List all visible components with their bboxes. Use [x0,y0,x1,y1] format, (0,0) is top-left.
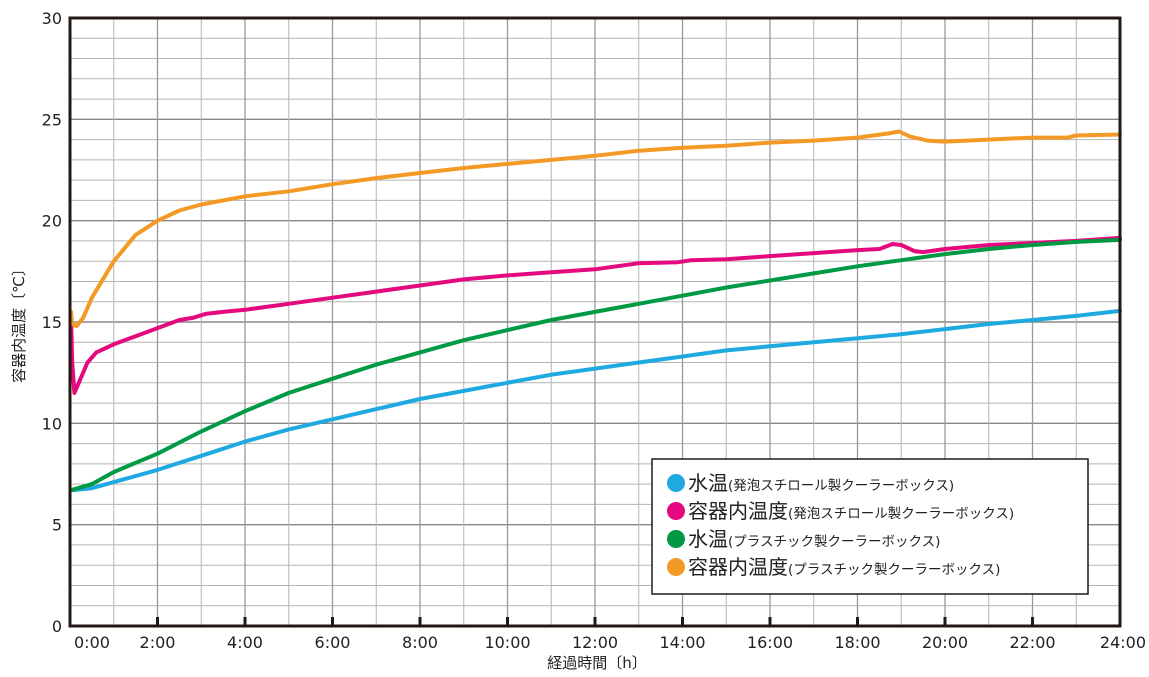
x-tick-label: 8:00 [402,633,438,652]
series-line-2 [69,235,1122,395]
series-lines [69,129,1122,493]
y-tick-label: 10 [42,414,62,433]
x-axis-tick-labels: 0:00 2:00 4:00 6:00 8:00 10:00 12:00 14:00 16:00… [74,633,1146,652]
x-tick-label: 0:00 [74,633,110,652]
legend-swatch [667,558,685,576]
legend-swatch [667,530,685,548]
x-tick-label: 20:00 [922,633,968,652]
y-tick-label: 25 [42,110,62,129]
y-tick-label: 15 [42,313,62,332]
legend-entry: 水温(発泡スチロール製クーラーボックス) [688,471,954,495]
y-tick-label: 5 [52,516,62,535]
legend-entry: 容器内温度(発泡スチロール製クーラーボックス) [688,499,1014,523]
y-tick-label: 20 [42,212,62,231]
legend-label-sub: (プラスチック製クーラーボックス) [788,562,1000,578]
x-tick-label: 6:00 [315,633,351,652]
legend-label-sub: (発泡スチロール製クーラーボックス) [728,478,954,494]
legend-label-main: 水温 [688,527,728,551]
x-tick-label: 10:00 [484,633,530,652]
legend-label-main: 容器内温度 [688,499,788,523]
x-tick-label: 14:00 [659,633,705,652]
y-axis-tick-labels: 0 5 10 15 20 25 30 [42,9,62,636]
legend-entry: 容器内温度(プラスチック製クーラーボックス) [688,555,1000,579]
y-tick-label: 30 [42,9,62,28]
legend-swatch [667,474,685,492]
x-axis-title: 経過時間〔h〕 [547,654,647,672]
legend-label-main: 容器内温度 [688,555,788,579]
series-line-3 [69,237,1122,493]
y-tick-label: 0 [52,617,62,636]
legend-entry: 水温(プラスチック製クーラーボックス) [688,527,940,551]
legend: 水温(発泡スチロール製クーラーボックス)容器内温度(発泡スチロール製クーラーボッ… [651,458,1089,595]
y-axis-title: 容器内温度〔℃〕 [10,261,28,383]
legend-label-main: 水温 [688,471,728,495]
x-tick-label: 22:00 [1009,633,1055,652]
x-axis-ticks [156,617,1034,626]
legend-box [651,458,1089,595]
series-line-4 [69,129,1122,329]
x-tick-label: 18:00 [834,633,880,652]
legend-swatch [667,502,685,520]
series-line-1 [69,308,1122,493]
legend-label-sub: (プラスチック製クーラーボックス) [728,534,940,550]
x-tick-label: 12:00 [572,633,618,652]
legend-label-sub: (発泡スチロール製クーラーボックス) [788,506,1014,522]
x-tick-label: 2:00 [140,633,176,652]
x-tick-label: 16:00 [747,633,793,652]
x-tick-label: 4:00 [227,633,263,652]
x-tick-label: 24:00 [1100,633,1146,652]
